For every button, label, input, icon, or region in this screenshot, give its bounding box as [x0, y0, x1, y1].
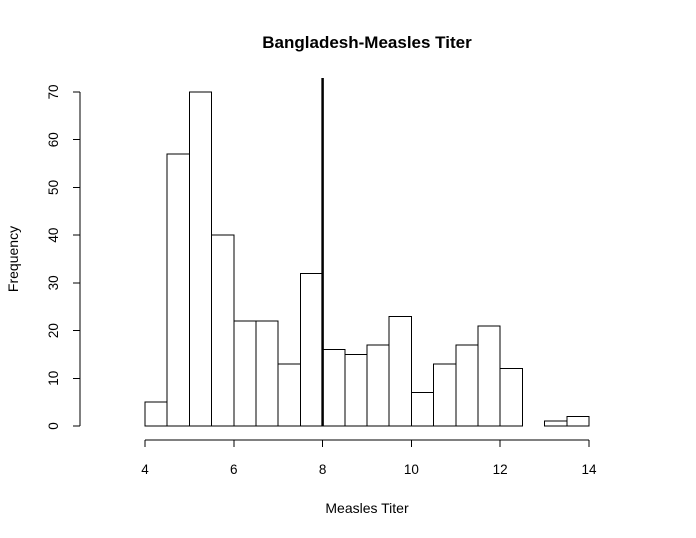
- histogram-bar-6: [277, 363, 301, 427]
- histogram-bar-3: [211, 234, 235, 427]
- y-axis: 0 10 20 30 40 50 60 70: [46, 84, 81, 430]
- y-tick-label-6: 60: [46, 132, 61, 147]
- histogram-bar-1: [166, 153, 190, 427]
- histogram-bar-4: [233, 320, 257, 427]
- x-tick-label-5: 14: [581, 462, 597, 477]
- chart-title: Bangladesh-Measles Titer: [262, 33, 472, 52]
- x-tick-label-0: 4: [141, 462, 149, 477]
- histogram-bar-14: [455, 344, 479, 427]
- histogram-bar-10: [366, 344, 390, 427]
- y-tick-label-5: 50: [46, 180, 61, 195]
- y-tick-label-0: 0: [46, 422, 61, 430]
- x-axis: 4 6 8 10 12 14: [141, 439, 597, 477]
- y-tick-label-1: 10: [46, 371, 61, 386]
- histogram-bar-9: [344, 353, 368, 427]
- histogram-bar-5: [255, 320, 279, 427]
- x-tick-label-3: 10: [404, 462, 419, 477]
- histogram-bar-13: [433, 363, 457, 427]
- histogram-bar-19: [566, 415, 590, 427]
- y-tick-label-7: 70: [46, 84, 61, 99]
- x-tick-label-4: 12: [493, 462, 508, 477]
- x-tick-label-1: 6: [230, 462, 238, 477]
- histogram-bar-12: [410, 392, 435, 427]
- x-axis-title: Measles Titer: [325, 500, 409, 516]
- histogram-bar-7: [299, 272, 324, 427]
- y-axis-title: Frequency: [5, 226, 21, 292]
- histogram-bars: [144, 91, 590, 427]
- y-tick-label-4: 40: [46, 228, 61, 243]
- x-tick-label-2: 8: [319, 462, 327, 477]
- histogram-bar-8: [322, 349, 346, 427]
- y-tick-label-2: 20: [46, 323, 61, 338]
- y-tick-label-3: 30: [46, 275, 61, 290]
- histogram-bar-0: [144, 401, 168, 427]
- histogram-bar-11: [388, 315, 412, 427]
- histogram-bar-15: [477, 325, 501, 427]
- histogram-bar-2: [188, 91, 213, 427]
- histogram-bar-18: [544, 420, 568, 427]
- histogram-bar-16: [499, 368, 523, 427]
